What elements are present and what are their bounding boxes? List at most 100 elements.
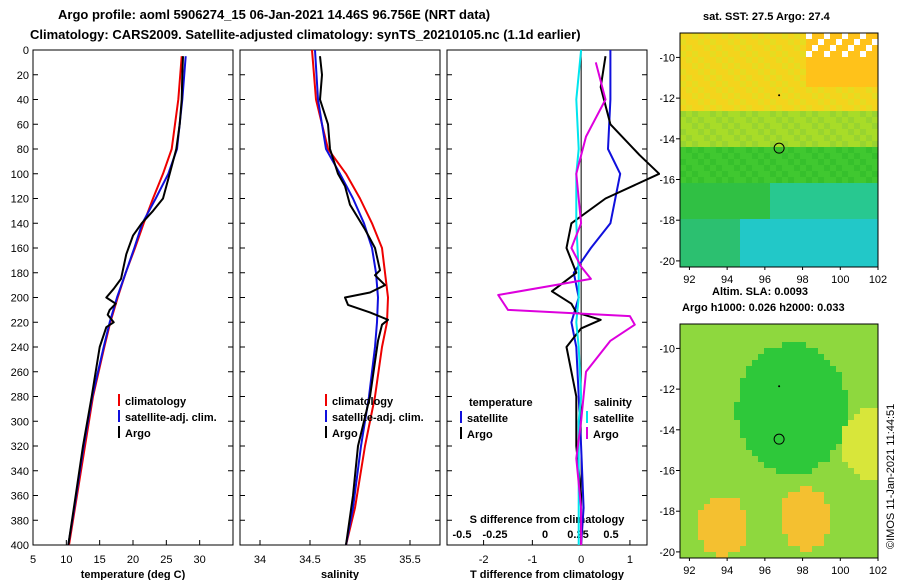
map-cell [800,402,807,409]
map-cell [872,498,879,505]
map-cell [698,390,705,397]
map-cell [842,468,849,475]
map-cell [854,81,861,88]
map-cell [680,456,687,463]
map-cell [734,492,741,499]
map-cell [710,159,717,166]
map-cell [788,462,795,469]
map-cell [788,171,795,178]
map-cell [872,432,879,439]
map-cell [710,57,717,64]
map-cell [848,111,855,118]
map-cell [854,486,861,493]
map-cell [722,135,729,142]
map-cell [722,390,729,397]
map-cell [776,372,783,379]
map-cell [866,546,873,553]
map-cell [686,39,693,46]
map-cell [698,195,705,202]
map-cell [740,63,747,70]
s-tick-label: 0 [542,529,548,541]
map-cell [866,243,873,250]
x-tick-label: -1 [527,554,537,566]
map-cell [716,87,723,94]
map-cell [758,87,765,94]
map-cell [680,426,687,433]
map-cell [806,105,813,112]
map-cell [716,75,723,82]
map-cell [830,438,837,445]
map-cell [686,177,693,184]
map-cell [704,105,711,112]
map-cell [776,534,783,541]
series-line-argo [319,56,389,546]
map-cell [752,354,759,361]
map-cell [770,225,777,232]
map-cell [710,540,717,547]
map-cell [692,342,699,349]
map-cell [812,87,819,94]
map-cell [848,63,855,70]
map-cell [746,135,753,142]
map-cell [836,231,843,238]
map-cell [848,93,855,100]
map-cell [866,237,873,244]
map-cell [716,147,723,154]
map-cell [680,330,687,337]
map-cell [806,450,813,457]
map-cell [872,213,879,220]
map-cell [734,111,741,118]
map-cell [848,147,855,154]
map-cell [740,552,747,559]
map-cell [734,147,741,154]
map-cell [752,540,759,547]
map-cell [740,468,747,475]
map-cell [836,129,843,136]
map-cell [818,378,825,385]
map-cell [848,189,855,196]
map-cell [854,498,861,505]
map-cell [752,456,759,463]
map-cell [722,111,729,118]
map-cell [824,105,831,112]
map-cell [776,135,783,142]
map-cell [692,372,699,379]
map-cell [788,111,795,118]
map-cell [848,486,855,493]
legend-title-temperature: temperature [469,397,533,409]
map-cell [794,330,801,337]
map-cell [734,486,741,493]
map-cell [740,420,747,427]
map-cell [866,51,873,58]
map-cell [686,129,693,136]
map-cell [710,153,717,160]
map-cell [794,189,801,196]
map-cell [782,438,789,445]
map-cell [812,171,819,178]
map-cell [758,396,765,403]
sla-map-subtitle: Argo h1000: 0.026 h2000: 0.033 [682,302,845,314]
map-cell [698,360,705,367]
map-cell [746,123,753,130]
map-cell [710,39,717,46]
map-cell [734,45,741,52]
map-cell [800,57,807,64]
map-cell [746,255,753,262]
y-tick-label: 320 [11,441,29,453]
map-cell [746,105,753,112]
map-cell [728,261,735,268]
map-cell [734,249,741,256]
map-cell [764,396,771,403]
map-cell [764,528,771,535]
map-cell [728,324,735,331]
map-cell [710,342,717,349]
map-cell [758,414,765,421]
map-cell [764,255,771,262]
map-cell [764,261,771,268]
map-cell [698,123,705,130]
map-cell [806,342,813,349]
map-cell [692,219,699,226]
map-cell [842,237,849,244]
map-cell [872,183,879,190]
map-cell [824,57,831,64]
